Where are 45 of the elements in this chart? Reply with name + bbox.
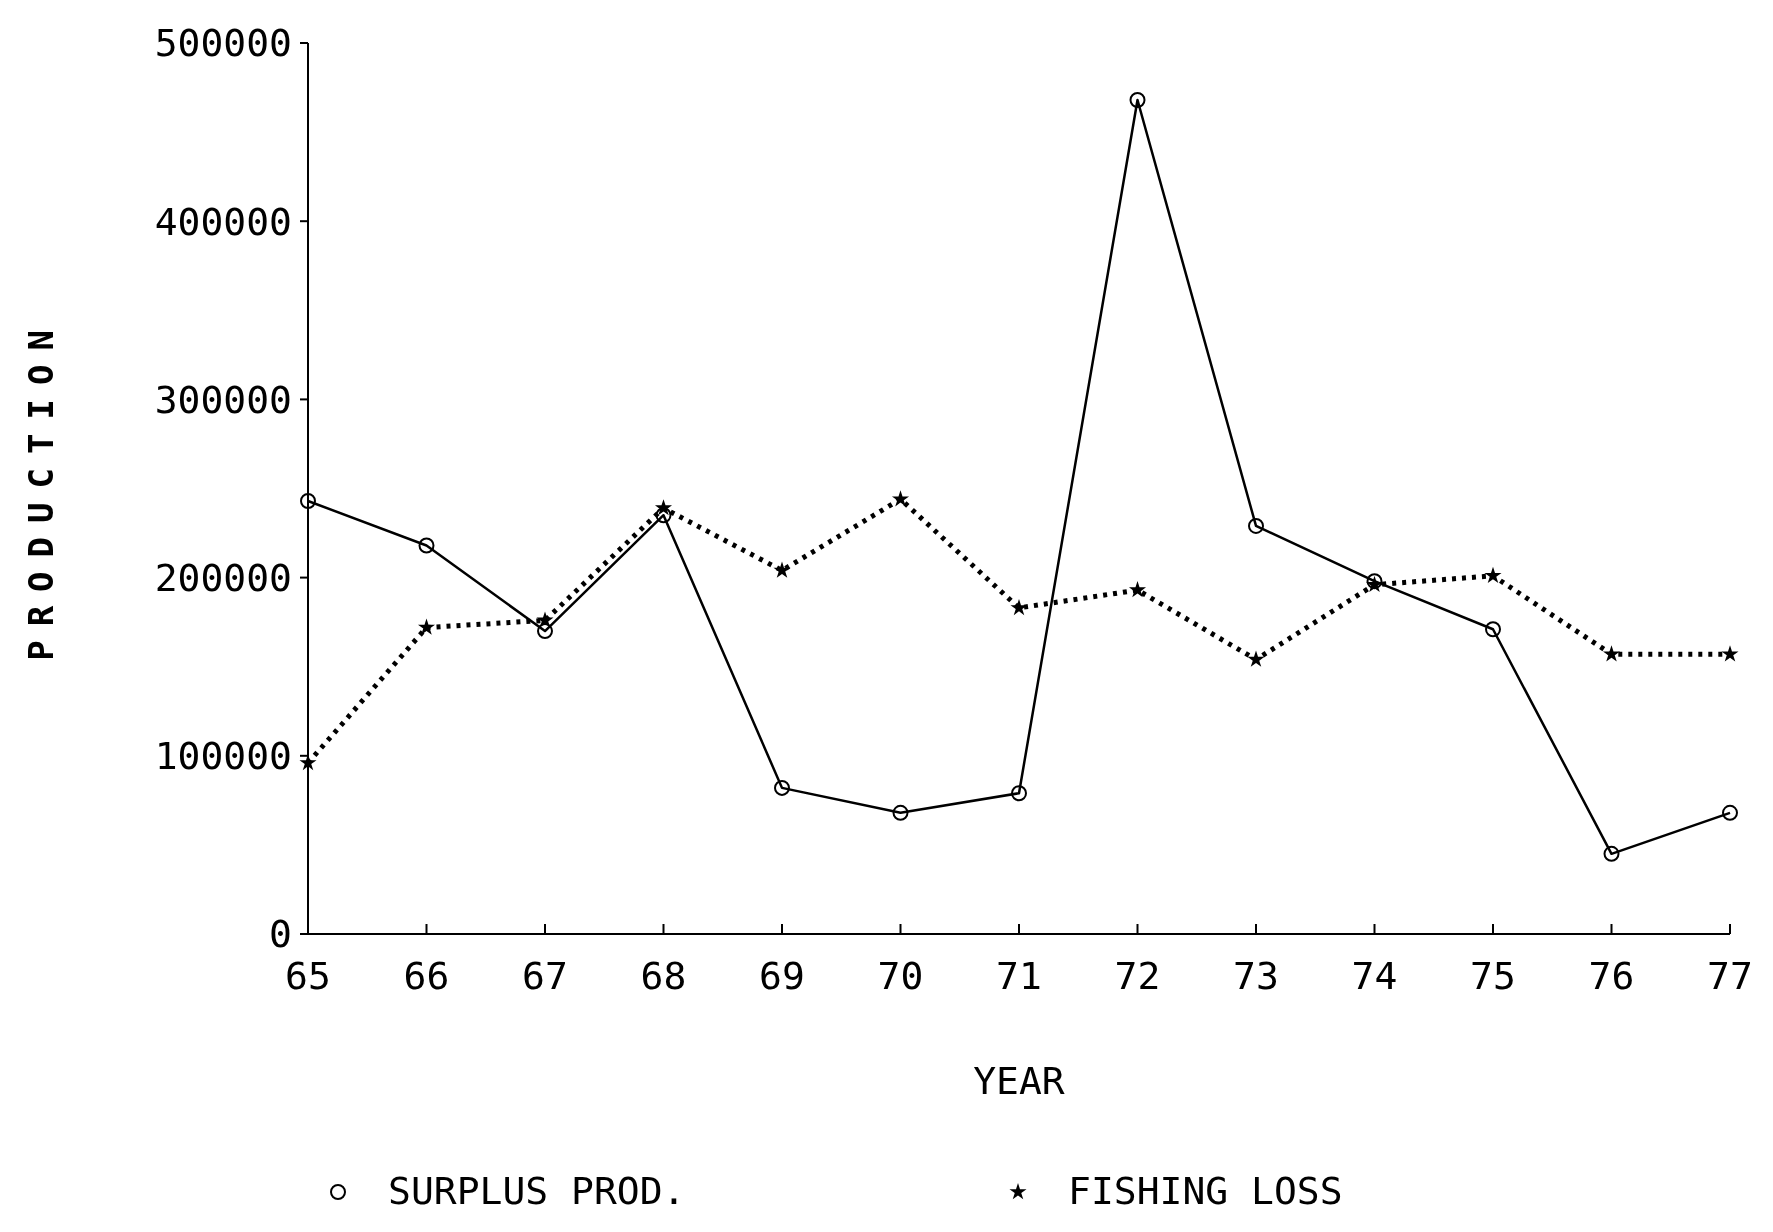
legend-label: SURPLUS PROD.: [388, 1169, 686, 1213]
point: [1721, 645, 1739, 662]
point: [655, 507, 672, 524]
y-tick-label: 300000: [154, 377, 292, 422]
x-tick-label: 77: [1707, 954, 1753, 998]
point: [1602, 645, 1621, 662]
x-tick-label: 76: [1588, 954, 1635, 998]
point: [536, 611, 554, 628]
point: [300, 492, 316, 509]
y-tick-label: 100000: [154, 734, 292, 779]
point: [417, 618, 436, 635]
y-axis-title: PRODUCTION: [21, 316, 61, 661]
x-tick-label: 68: [640, 954, 687, 998]
x-tick-label: 71: [996, 954, 1042, 998]
point: [418, 537, 435, 554]
point: [891, 490, 910, 507]
point: [1011, 785, 1027, 802]
y-tick-label: 200000: [154, 555, 292, 600]
point: [1247, 650, 1265, 667]
x-tick-label: 69: [759, 954, 805, 998]
point: [1248, 517, 1264, 534]
point: [1128, 581, 1147, 598]
point: [1722, 804, 1738, 821]
y-tick-label: 400000: [154, 199, 292, 244]
x-tick-label: 74: [1351, 954, 1398, 998]
x-tick-label: 72: [1114, 954, 1161, 998]
x-tick-label: 75: [1470, 954, 1516, 998]
point: [773, 561, 791, 578]
point: [654, 499, 673, 516]
y-tick-label: 500000: [154, 21, 292, 66]
point: [1485, 621, 1501, 638]
x-tick-label: 65: [285, 954, 331, 998]
x-tick-label: 73: [1233, 954, 1279, 998]
point: [892, 804, 909, 821]
y-tick-label: 0: [269, 912, 292, 957]
point: [1484, 566, 1502, 584]
legend-label: FISHING LOSS: [1068, 1169, 1343, 1213]
point: [774, 779, 790, 796]
x-tick-label: 67: [522, 954, 568, 998]
point: [537, 623, 553, 640]
x-tick-label: 70: [877, 954, 924, 998]
point: [1129, 92, 1146, 109]
x-tick-label: 66: [403, 954, 450, 998]
point: [1603, 845, 1620, 862]
x-axis-title: YEAR: [973, 1059, 1065, 1103]
